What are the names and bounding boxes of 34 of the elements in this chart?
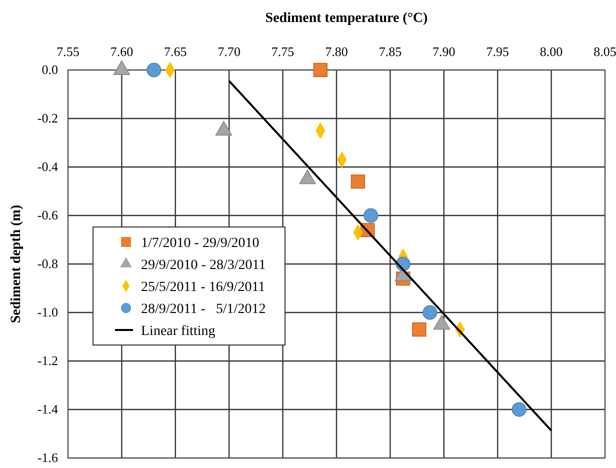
point: [512, 402, 526, 417]
y-tick-label: -0.8: [37, 256, 58, 272]
legend-label: 29/9/2010 - 28/3/2011: [141, 258, 266, 273]
legend-label: 28/9/2011 - 5/1/2012: [141, 302, 266, 317]
y-tick-label: -0.2: [37, 110, 58, 126]
y-tick-label: 0.0: [42, 62, 58, 78]
y-tick-label: -1.0: [37, 304, 58, 320]
x-tick-label: 7.95: [486, 44, 509, 59]
x-tick-label: 8.00: [540, 44, 563, 59]
point: [146, 62, 162, 78]
point: [364, 208, 378, 223]
legend-label: 1/7/2010 - 29/9/2010: [141, 236, 260, 251]
x-tick-label: 7.65: [164, 44, 187, 59]
y-tick-label: -0.6: [37, 208, 58, 223]
x-tick-label: 7.70: [218, 44, 240, 59]
point: [350, 174, 366, 189]
legend-label: Linear fitting: [141, 324, 216, 339]
x-tick-label: 7.55: [56, 44, 80, 59]
x-tick-label: 8.05: [594, 44, 616, 59]
y-tick-label: -1.6: [37, 450, 58, 466]
x-tick-label: 7.60: [110, 44, 134, 59]
legend-label: 25/5/2011 - 16/9/2011: [141, 280, 266, 295]
x-tick-label: 7.75: [271, 44, 294, 59]
y-axis-title: Sediment depth (m): [9, 204, 24, 324]
x-axis-title: Sediment temperature (°C): [265, 11, 428, 26]
point: [422, 305, 438, 320]
y-tick-label: -1.4: [37, 402, 58, 417]
y-tick-label: -1.2: [37, 353, 58, 368]
point: [313, 62, 328, 78]
x-tick-label: 7.90: [432, 44, 456, 59]
x-tick-label: 7.80: [325, 44, 348, 59]
x-tick-label: 7.85: [378, 44, 402, 59]
y-tick-label: -0.4: [37, 159, 58, 174]
point: [412, 322, 426, 337]
